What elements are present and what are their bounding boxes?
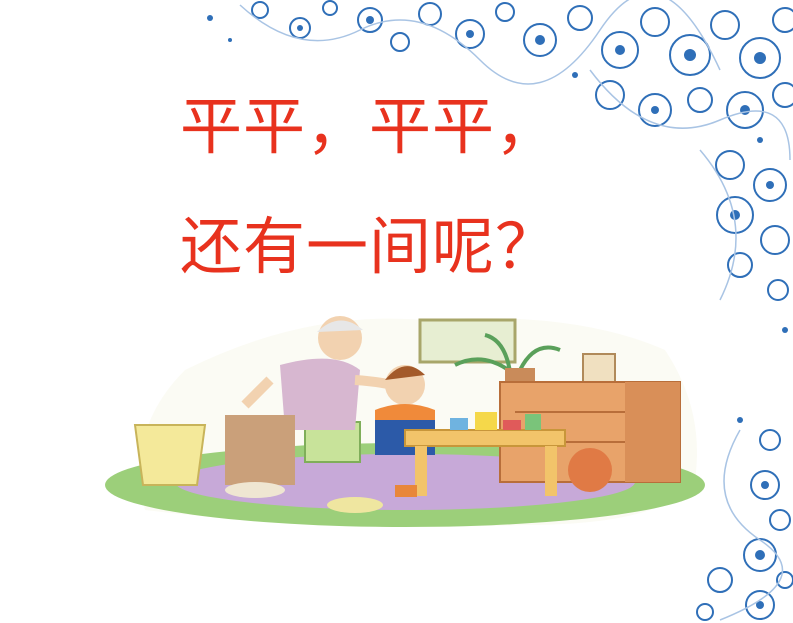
title-line-2: 还有一间呢？ — [180, 210, 559, 283]
title-line-1: 平平，平平， — [180, 90, 559, 163]
illustration-grandma-and-boy — [105, 316, 705, 527]
